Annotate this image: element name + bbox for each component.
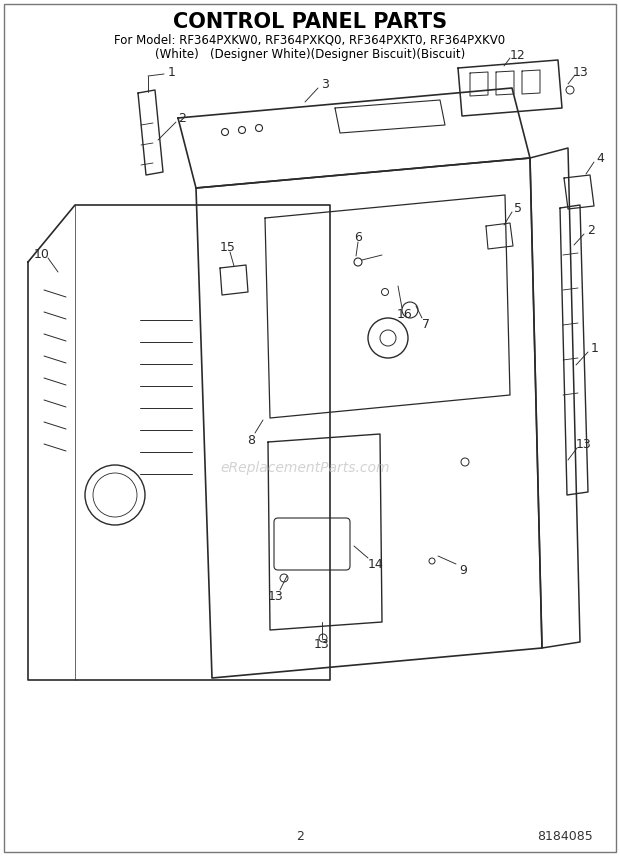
Text: 7: 7: [422, 318, 430, 331]
Text: CONTROL PANEL PARTS: CONTROL PANEL PARTS: [173, 12, 447, 32]
Text: 2: 2: [587, 223, 595, 236]
Text: 2: 2: [178, 111, 186, 124]
Text: 13: 13: [576, 437, 592, 450]
Text: 3: 3: [321, 78, 329, 91]
Text: 4: 4: [596, 152, 604, 164]
Text: (White)   (Designer White)(Designer Biscuit)(Biscuit): (White) (Designer White)(Designer Biscui…: [155, 47, 465, 61]
Text: 13: 13: [314, 639, 330, 651]
Text: 15: 15: [220, 241, 236, 253]
Text: 14: 14: [368, 558, 384, 572]
Text: 2: 2: [296, 829, 304, 842]
Text: 16: 16: [397, 308, 413, 322]
Text: 10: 10: [34, 247, 50, 260]
Text: 9: 9: [459, 563, 467, 576]
Text: 13: 13: [573, 66, 589, 79]
Text: 8184085: 8184085: [537, 829, 593, 842]
Text: For Model: RF364PXKW0, RF364PXKQ0, RF364PXKT0, RF364PXKV0: For Model: RF364PXKW0, RF364PXKQ0, RF364…: [115, 33, 505, 46]
Text: 5: 5: [514, 201, 522, 215]
Text: 13: 13: [268, 591, 284, 603]
Text: 1: 1: [168, 66, 176, 79]
Text: 6: 6: [354, 230, 362, 243]
Text: 12: 12: [510, 49, 526, 62]
Text: 8: 8: [247, 433, 255, 447]
Text: eReplacementParts.com: eReplacementParts.com: [220, 461, 390, 475]
Text: 1: 1: [591, 342, 599, 354]
